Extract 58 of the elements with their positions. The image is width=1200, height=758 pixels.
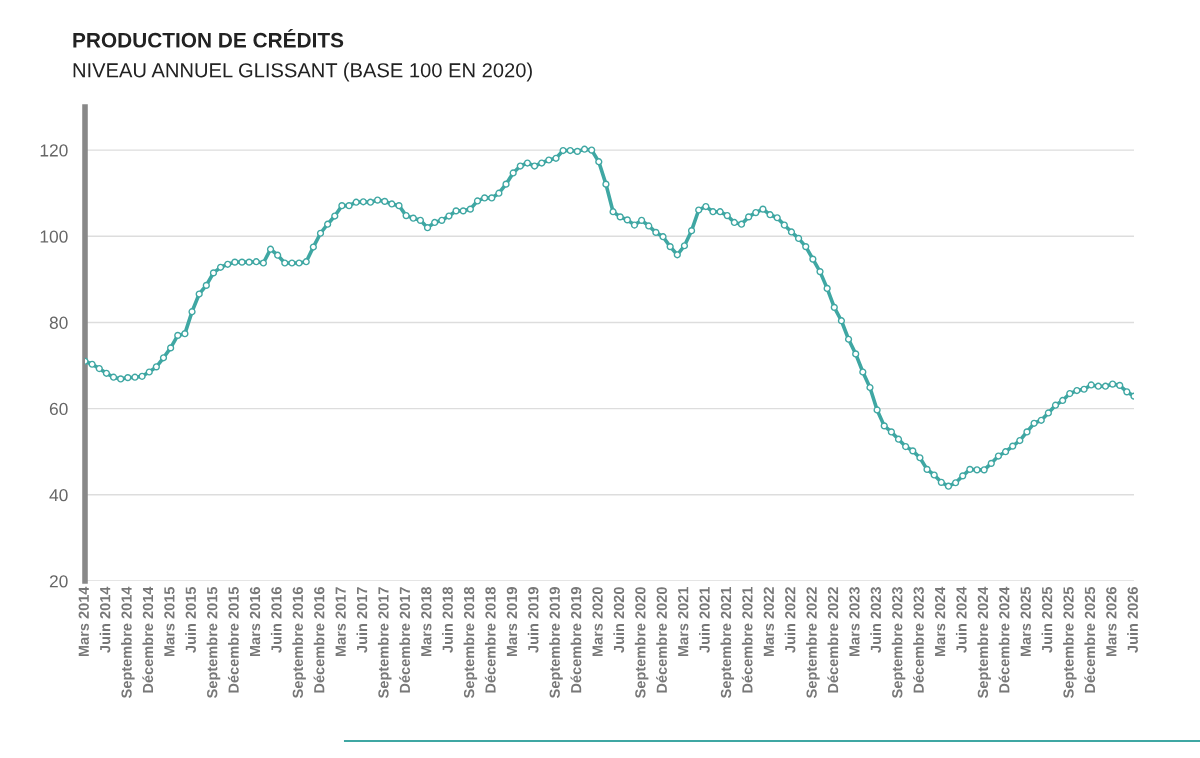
x-tick-label: Mars 2023 [849, 587, 860, 657]
x-tick-label: Septembre 2021 [720, 586, 735, 698]
x-tick-label: Septembre 2023 [891, 587, 906, 698]
x-tick-label: Septembre 2017 [377, 587, 392, 698]
x-tick-label: Juin 2019 [527, 587, 539, 653]
x-tick-label: Juin 2022 [784, 587, 796, 653]
y-tick-label: 40 [49, 488, 68, 502]
x-tick-label: Mars 2016 [249, 587, 261, 657]
x-tick-label: Septembre 2020 [634, 587, 649, 698]
x-tick-label: Juin 2020 [613, 587, 625, 653]
chart-subtitle: NIVEAU ANNUEL GLISSANT (BASE 100 EN 2020) [73, 62, 532, 82]
y-tick-label: 20 [49, 575, 68, 588]
x-tick-label: Septembre 2019 [549, 587, 563, 698]
x-tick-label: Septembre 2022 [806, 587, 820, 698]
x-tick-label: Mars 2025 [1020, 586, 1031, 657]
x-tick-label: Mars 2026 [1106, 587, 1117, 657]
x-tick-label: Septembre 2014 [121, 586, 135, 698]
x-tick-label: Mars 2019 [506, 587, 518, 657]
x-tick-label: Décembre 2022 [827, 587, 839, 693]
x-tick-label: Mars 2024 [934, 586, 946, 657]
y-tick-label: 120 [40, 144, 68, 157]
x-tick-label: Juin 2023 [870, 587, 882, 653]
x-tick-label: Décembre 2018 [484, 587, 496, 693]
y-tick-label: 100 [40, 230, 68, 243]
x-tick-label: Décembre 2023 [912, 587, 924, 693]
x-tick-label: Septembre 2018 [463, 587, 478, 698]
x-tick-label: Mars 2015 [164, 586, 175, 657]
x-tick-label: Décembre 2015 [227, 586, 239, 693]
x-tick-label: Mars 2020 [592, 587, 603, 657]
x-tick-label: Mars 2021 [678, 586, 689, 657]
x-tick-label: Mars 2017 [335, 587, 346, 657]
x-tick-label: Juin 2015 [185, 586, 196, 653]
x-tick-label: Décembre 2020 [656, 587, 667, 693]
x-tick-label: Juin 2014 [99, 586, 111, 653]
y-tick-label: 60 [49, 402, 68, 416]
x-tick-label: Décembre 2025 [1084, 586, 1096, 693]
x-tick-label: Juin 2016 [270, 587, 282, 653]
x-tick-label: Décembre 2017 [399, 587, 411, 693]
x-tick-label: Septembre 2016 [292, 587, 306, 698]
x-tick-label: Décembre 2014 [142, 586, 154, 693]
x-tick-label: Mars 2022 [763, 587, 774, 657]
x-tick-label: Juin 2025 [1041, 586, 1053, 653]
x-tick-label: Mars 2014 [78, 586, 89, 657]
x-tick-label: Mars 2018 [421, 587, 432, 657]
x-tick-label: Septembre 2024 [977, 586, 991, 698]
x-tick-label: Septembre 2025 [1062, 586, 1077, 698]
y-tick-label: 80 [49, 316, 68, 329]
x-tick-label: Décembre 2024 [998, 586, 1010, 693]
x-tick-label: Juin 2018 [442, 587, 453, 653]
x-tick-label: Décembre 2021 [741, 586, 753, 693]
x-tick-label: Juin 2017 [356, 587, 368, 653]
x-tick-label: Juin 2026 [1127, 587, 1138, 653]
x-tick-label: Juin 2024 [955, 586, 967, 653]
chart-title: PRODUCTION DE CRÉDITS [73, 28, 344, 48]
x-tick-label: Décembre 2016 [313, 587, 325, 693]
x-tick-label: Juin 2021 [699, 586, 710, 653]
x-tick-label: Septembre 2015 [206, 586, 221, 698]
x-tick-label: Décembre 2019 [570, 587, 582, 693]
